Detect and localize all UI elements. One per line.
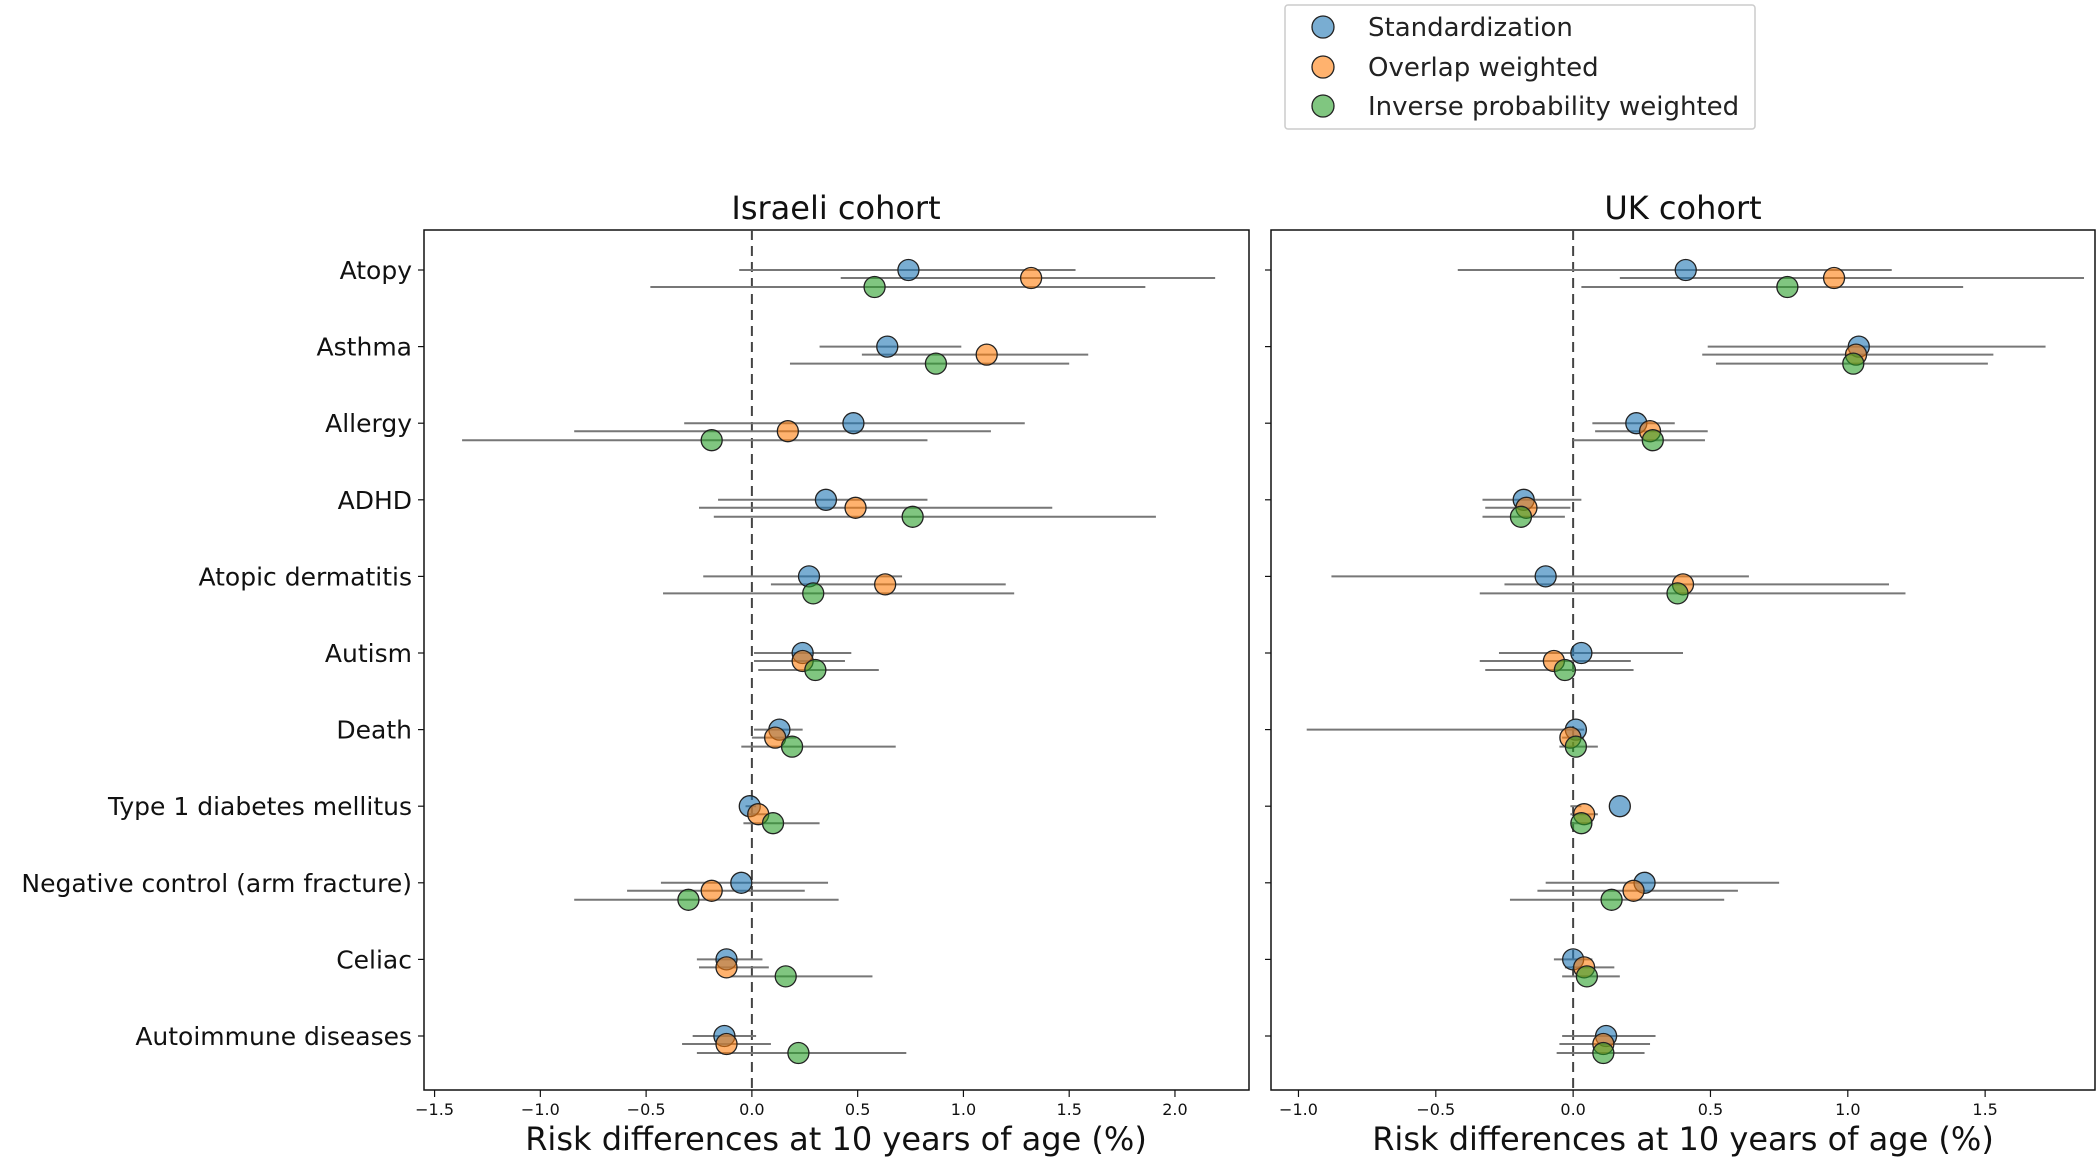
point-israeli-2 bbox=[804, 658, 827, 682]
panel-israeli: Israeli cohort AtopyAsthmaAllergyADHDAto… bbox=[21, 189, 1271, 1158]
point-uk-2 bbox=[1564, 735, 1588, 758]
point-uk-2 bbox=[1592, 1041, 1615, 1065]
x-tick-label: 0.5 bbox=[845, 1100, 870, 1119]
legend-marker-standardization bbox=[1311, 15, 1335, 39]
x-axis-ticks-israeli: −1.5 −1.0 −0.5 0.0 0.5 1.0 1.5 2.0 bbox=[415, 1090, 1188, 1119]
plot-area-israeli bbox=[462, 230, 1216, 1090]
category-label: Autoimmune diseases bbox=[135, 1022, 412, 1051]
point-uk-2 bbox=[1600, 888, 1623, 911]
point-uk-2 bbox=[1641, 429, 1664, 452]
point-uk-1 bbox=[1622, 879, 1645, 902]
point-israeli-1 bbox=[776, 420, 799, 443]
legend-label-ipw: Inverse probability weighted bbox=[1368, 92, 1739, 122]
panel-title-israeli: Israeli cohort bbox=[731, 189, 940, 227]
point-israeli-2 bbox=[780, 735, 804, 758]
point-uk-2 bbox=[1570, 812, 1593, 835]
point-uk-1 bbox=[1822, 266, 1846, 290]
point-uk-2 bbox=[1553, 658, 1577, 682]
legend-label-overlap: Overlap weighted bbox=[1368, 53, 1599, 83]
category-label: Autism bbox=[325, 639, 412, 668]
x-tick-label: 0.5 bbox=[1698, 1100, 1723, 1119]
x-tick-label: −0.5 bbox=[627, 1100, 666, 1119]
point-uk-2 bbox=[1575, 965, 1599, 988]
panel-title-uk: UK cohort bbox=[1604, 189, 1761, 227]
point-israeli-2 bbox=[924, 352, 948, 375]
legend-marker-overlap bbox=[1311, 55, 1335, 79]
plot-area-uk bbox=[1306, 230, 2085, 1090]
x-tick-label: 0.0 bbox=[739, 1100, 764, 1119]
x-tick-label: 2.0 bbox=[1162, 1100, 1187, 1119]
category-label: ADHD bbox=[338, 486, 412, 515]
point-israeli-1 bbox=[844, 496, 867, 519]
legend-frame bbox=[1284, 4, 1756, 130]
point-uk-0 bbox=[1608, 795, 1631, 818]
legend-label-standardization: Standardization bbox=[1368, 13, 1573, 43]
x-tick-label: 1.0 bbox=[1835, 1100, 1860, 1119]
category-label: Atopy bbox=[340, 256, 413, 285]
point-israeli-0 bbox=[897, 258, 920, 282]
point-israeli-0 bbox=[730, 871, 753, 894]
category-label: Allergy bbox=[325, 409, 412, 438]
point-uk-2 bbox=[1666, 582, 1689, 605]
point-israeli-2 bbox=[787, 1041, 810, 1065]
point-israeli-0 bbox=[814, 488, 838, 511]
category-label: Negative control (arm fracture) bbox=[21, 869, 412, 898]
point-israeli-0 bbox=[876, 335, 899, 358]
legend-marker-ipw bbox=[1311, 94, 1335, 118]
point-israeli-2 bbox=[901, 505, 924, 528]
point-uk-0 bbox=[1570, 641, 1593, 665]
category-label: Death bbox=[336, 716, 412, 745]
point-israeli-2 bbox=[677, 888, 700, 911]
point-uk-0 bbox=[1674, 258, 1697, 282]
point-israeli-1 bbox=[715, 956, 738, 979]
point-israeli-2 bbox=[802, 582, 825, 605]
point-israeli-2 bbox=[761, 812, 785, 835]
point-uk-2 bbox=[1842, 352, 1865, 375]
x-tick-label: −1.0 bbox=[1279, 1100, 1318, 1119]
point-israeli-1 bbox=[700, 879, 723, 902]
panel-frame-israeli bbox=[423, 229, 1250, 1091]
point-uk-2 bbox=[1776, 275, 1799, 299]
point-israeli-2 bbox=[863, 275, 886, 299]
x-tick-label: 0.0 bbox=[1560, 1100, 1585, 1119]
panel-uk: UK cohort −1.0 −0.5 0.0 0.5 1.0 1.5 Risk diff… bbox=[1270, 189, 2096, 1158]
x-tick-label: −0.5 bbox=[1416, 1100, 1455, 1119]
category-labels: Atopy Asthma Allergy ADHD Atopic dermatitis A… bbox=[21, 256, 1271, 1051]
panel-frame-uk bbox=[1270, 229, 2096, 1091]
x-tick-label: −1.0 bbox=[521, 1100, 560, 1119]
x-tick-label: −1.5 bbox=[415, 1100, 454, 1119]
category-label: Type 1 diabetes mellitus bbox=[107, 792, 412, 821]
point-uk-0 bbox=[1534, 565, 1557, 588]
point-israeli-1 bbox=[874, 573, 897, 596]
x-axis-label-uk: Risk differences at 10 years of age (%) bbox=[1372, 1120, 1994, 1158]
x-tick-label: 1.0 bbox=[951, 1100, 976, 1119]
x-axis-label-israeli: Risk differences at 10 years of age (%) bbox=[525, 1120, 1147, 1158]
category-label: Asthma bbox=[317, 333, 412, 362]
x-tick-label: 1.5 bbox=[1056, 1100, 1081, 1119]
legend: Standardization Overlap weighted Inverse… bbox=[1284, 4, 1756, 130]
x-axis-ticks-uk: −1.0 −0.5 0.0 0.5 1.0 1.5 bbox=[1279, 1090, 1998, 1119]
category-label: Atopic dermatitis bbox=[198, 562, 412, 591]
point-uk-2 bbox=[1509, 505, 1533, 528]
category-label: Celiac bbox=[336, 945, 412, 974]
point-israeli-1 bbox=[1019, 266, 1043, 290]
x-tick-label: 1.5 bbox=[1972, 1100, 1997, 1119]
point-israeli-0 bbox=[842, 412, 865, 435]
point-israeli-1 bbox=[975, 343, 998, 366]
point-israeli-2 bbox=[774, 965, 797, 988]
point-israeli-2 bbox=[700, 429, 723, 452]
point-israeli-1 bbox=[715, 1032, 738, 1056]
